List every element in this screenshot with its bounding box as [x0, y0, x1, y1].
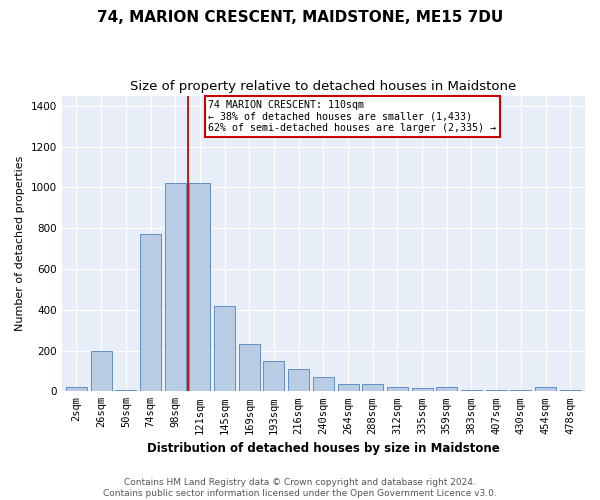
Bar	[412, 388, 433, 392]
Bar	[338, 384, 359, 392]
Bar	[362, 384, 383, 392]
Title: Size of property relative to detached houses in Maidstone: Size of property relative to detached ho…	[130, 80, 517, 93]
Bar	[115, 390, 136, 392]
Text: Contains HM Land Registry data © Crown copyright and database right 2024.
Contai: Contains HM Land Registry data © Crown c…	[103, 478, 497, 498]
Bar	[214, 306, 235, 392]
Text: 74, MARION CRESCENT, MAIDSTONE, ME15 7DU: 74, MARION CRESCENT, MAIDSTONE, ME15 7DU	[97, 10, 503, 25]
Bar	[263, 360, 284, 392]
Bar	[190, 184, 211, 392]
Bar	[140, 234, 161, 392]
Bar	[436, 387, 457, 392]
Bar	[313, 377, 334, 392]
Bar	[461, 390, 482, 392]
X-axis label: Distribution of detached houses by size in Maidstone: Distribution of detached houses by size …	[147, 442, 500, 455]
Bar	[165, 184, 186, 392]
Bar	[387, 387, 408, 392]
Bar	[560, 390, 581, 392]
Text: 74 MARION CRESCENT: 110sqm
← 38% of detached houses are smaller (1,433)
62% of s: 74 MARION CRESCENT: 110sqm ← 38% of deta…	[208, 100, 496, 133]
Bar	[66, 387, 87, 392]
Bar	[91, 350, 112, 392]
Bar	[239, 344, 260, 392]
Bar	[511, 390, 532, 392]
Bar	[485, 390, 506, 392]
Bar	[288, 369, 309, 392]
Bar	[535, 387, 556, 392]
Y-axis label: Number of detached properties: Number of detached properties	[15, 156, 25, 331]
